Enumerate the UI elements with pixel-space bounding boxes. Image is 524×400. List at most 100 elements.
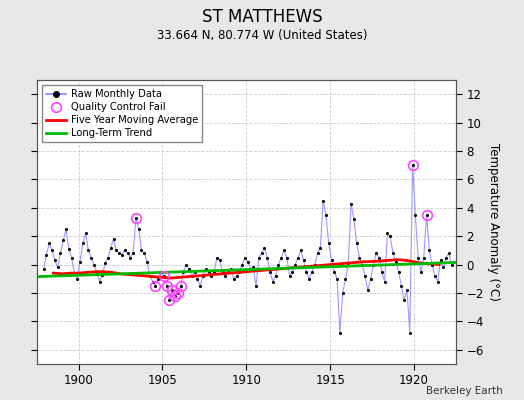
Y-axis label: Temperature Anomaly (°C): Temperature Anomaly (°C) (487, 143, 500, 301)
Point (305, 276, 313, 282)
Point (294, 254, 302, 261)
Point (185, 266, 193, 272)
Point (319, 198, 328, 204)
Point (148, 278, 157, 285)
Point (366, 276, 375, 282)
Point (70, 270, 79, 276)
Point (173, 290, 182, 296)
Point (115, 250, 123, 256)
Point (380, 278, 389, 285)
Point (56, 250, 64, 256)
Point (90, 262, 98, 268)
Point (84, 247, 93, 254)
Point (64, 246, 73, 252)
Point (386, 233, 395, 239)
Point (257, 250, 266, 256)
Point (428, 262, 436, 268)
Point (81, 230, 90, 236)
Point (143, 258, 151, 265)
Point (255, 254, 263, 261)
Point (308, 268, 316, 275)
Point (137, 247, 146, 254)
Point (227, 266, 235, 272)
Point (344, 262, 353, 268)
Point (246, 266, 255, 272)
Point (101, 260, 110, 266)
Point (190, 268, 199, 275)
Point (422, 212, 431, 218)
Point (353, 240, 361, 246)
Point (364, 287, 372, 293)
Point (53, 264, 62, 271)
Point (328, 257, 336, 264)
Point (39, 266, 48, 272)
Point (291, 262, 299, 268)
Point (244, 258, 252, 265)
Point (45, 240, 53, 246)
Point (336, 330, 344, 336)
Point (297, 247, 305, 254)
Point (355, 254, 364, 261)
Point (406, 330, 414, 336)
Point (132, 214, 140, 221)
Point (447, 262, 456, 268)
Point (436, 257, 445, 264)
Point (260, 244, 269, 251)
Point (118, 252, 126, 258)
Point (439, 264, 447, 271)
Text: Berkeley Earth: Berkeley Earth (427, 386, 503, 396)
Point (95, 278, 104, 285)
Point (302, 268, 311, 275)
Point (378, 268, 386, 275)
Point (271, 273, 280, 279)
Point (282, 254, 291, 261)
Point (129, 250, 137, 256)
Point (358, 262, 366, 268)
Point (330, 268, 339, 275)
Point (188, 273, 196, 279)
Point (383, 230, 391, 236)
Point (274, 262, 282, 268)
Point (126, 254, 135, 261)
Point (140, 250, 148, 256)
Point (431, 273, 439, 279)
Point (403, 287, 411, 293)
Point (324, 240, 333, 246)
Point (333, 276, 341, 282)
Point (397, 283, 406, 289)
Point (110, 236, 118, 242)
Point (280, 247, 288, 254)
Point (213, 254, 221, 261)
Point (168, 287, 177, 293)
Point (311, 262, 319, 268)
Point (224, 268, 232, 275)
Point (369, 262, 378, 268)
Point (62, 226, 70, 232)
Text: 33.664 N, 80.774 W (United States): 33.664 N, 80.774 W (United States) (157, 29, 367, 42)
Point (361, 273, 369, 279)
Point (182, 262, 190, 268)
Point (263, 254, 271, 261)
Point (179, 268, 188, 275)
Point (288, 268, 297, 275)
Point (112, 247, 121, 254)
Point (277, 254, 286, 261)
Point (347, 200, 355, 207)
Point (252, 283, 260, 289)
Point (51, 257, 59, 264)
Point (442, 254, 450, 261)
Point (389, 250, 397, 256)
Point (241, 254, 249, 261)
Point (76, 258, 84, 265)
Point (238, 262, 246, 268)
Point (157, 268, 165, 275)
Point (193, 276, 202, 282)
Point (79, 240, 87, 246)
Point (235, 268, 244, 275)
Point (162, 283, 171, 289)
Point (160, 273, 168, 279)
Point (93, 268, 101, 275)
Point (48, 247, 56, 254)
Point (215, 257, 224, 264)
Point (350, 216, 358, 222)
